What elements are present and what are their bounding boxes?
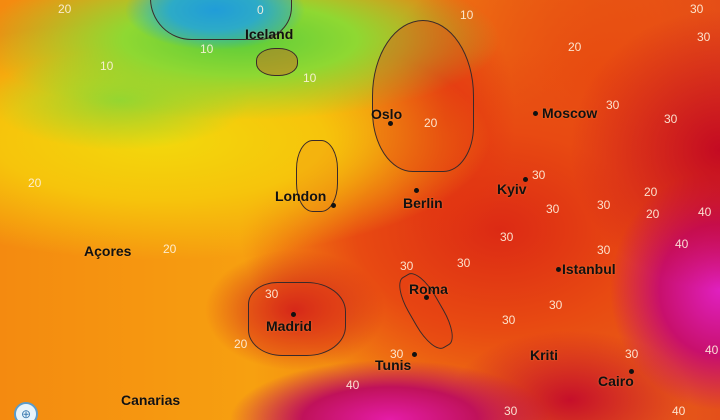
isotherm-label: 30 [549, 298, 563, 312]
isotherm-label: 0 [257, 3, 264, 17]
city-label-kyiv: Kyiv [497, 181, 527, 197]
isotherm-label: 20 [644, 185, 658, 199]
globe-icon: ⊕ [14, 402, 38, 420]
isotherm-label: 30 [697, 30, 711, 44]
city-label-berlin: Berlin [403, 195, 443, 211]
tunis-dot [412, 352, 417, 357]
city-label-acores: Açores [84, 243, 132, 259]
isotherm-label: 30 [457, 256, 471, 270]
city-label-tunis: Tunis [375, 357, 412, 373]
isotherm-label: 30 [500, 230, 514, 244]
greenland-landmass [150, 0, 292, 40]
scandinavia-landmass [372, 20, 474, 172]
city-label-cairo: Cairo [598, 373, 634, 389]
isotherm-label: 20 [234, 337, 248, 351]
isotherm-label: 40 [672, 404, 686, 418]
istanbul-dot [556, 267, 561, 272]
isotherm-label: 30 [664, 112, 678, 126]
isotherm-label: 30 [606, 98, 620, 112]
isotherm-label: 20 [58, 2, 72, 16]
city-label-madrid: Madrid [266, 318, 312, 334]
isotherm-label: 30 [597, 243, 611, 257]
london-dot [331, 203, 336, 208]
isotherm-label: 10 [303, 71, 317, 85]
city-label-istanbul: Istanbul [562, 261, 616, 277]
isotherm-label: 30 [597, 198, 611, 212]
isotherm-label: 30 [265, 287, 279, 301]
isotherm-label: 10 [460, 8, 474, 22]
city-label-moscow: Moscow [542, 105, 598, 121]
isotherm-label: 40 [705, 343, 719, 357]
isotherm-label: 10 [100, 59, 114, 73]
moscow-dot [533, 111, 538, 116]
berlin-dot [414, 188, 419, 193]
isotherm-label: 20 [163, 242, 177, 256]
oslo-dot [388, 121, 393, 126]
city-label-iceland: Iceland [245, 26, 294, 42]
isotherm-label: 20 [568, 40, 582, 54]
iberia-landmass [248, 282, 346, 356]
isotherm-label: 20 [28, 176, 42, 190]
roma-dot [424, 295, 429, 300]
isotherm-label: 40 [675, 237, 689, 251]
city-label-kriti: Kriti [530, 347, 558, 363]
madrid-dot [291, 312, 296, 317]
isotherm-label: 30 [625, 347, 639, 361]
kyiv-dot [523, 177, 528, 182]
isotherm-label: 30 [546, 202, 560, 216]
isotherm-label: 40 [698, 205, 712, 219]
city-label-canarias: Canarias [121, 392, 181, 408]
isotherm-label: 30 [532, 168, 546, 182]
isotherm-label: 40 [346, 378, 360, 392]
britain-landmass [296, 140, 338, 212]
city-label-roma: Roma [409, 281, 448, 297]
isotherm-label: 30 [502, 313, 516, 327]
isotherm-label: 20 [424, 116, 438, 130]
iceland-landmass [256, 48, 298, 76]
isotherm-label: 10 [200, 42, 214, 56]
cairo-dot [629, 369, 634, 374]
isotherm-label: 30 [504, 404, 518, 418]
isotherm-label: 20 [646, 207, 660, 221]
city-label-london: London [275, 188, 327, 204]
isotherm-label: 30 [390, 347, 404, 361]
isotherm-label: 30 [690, 2, 704, 16]
city-label-oslo: Oslo [371, 106, 403, 122]
isotherm-label: 30 [400, 259, 414, 273]
